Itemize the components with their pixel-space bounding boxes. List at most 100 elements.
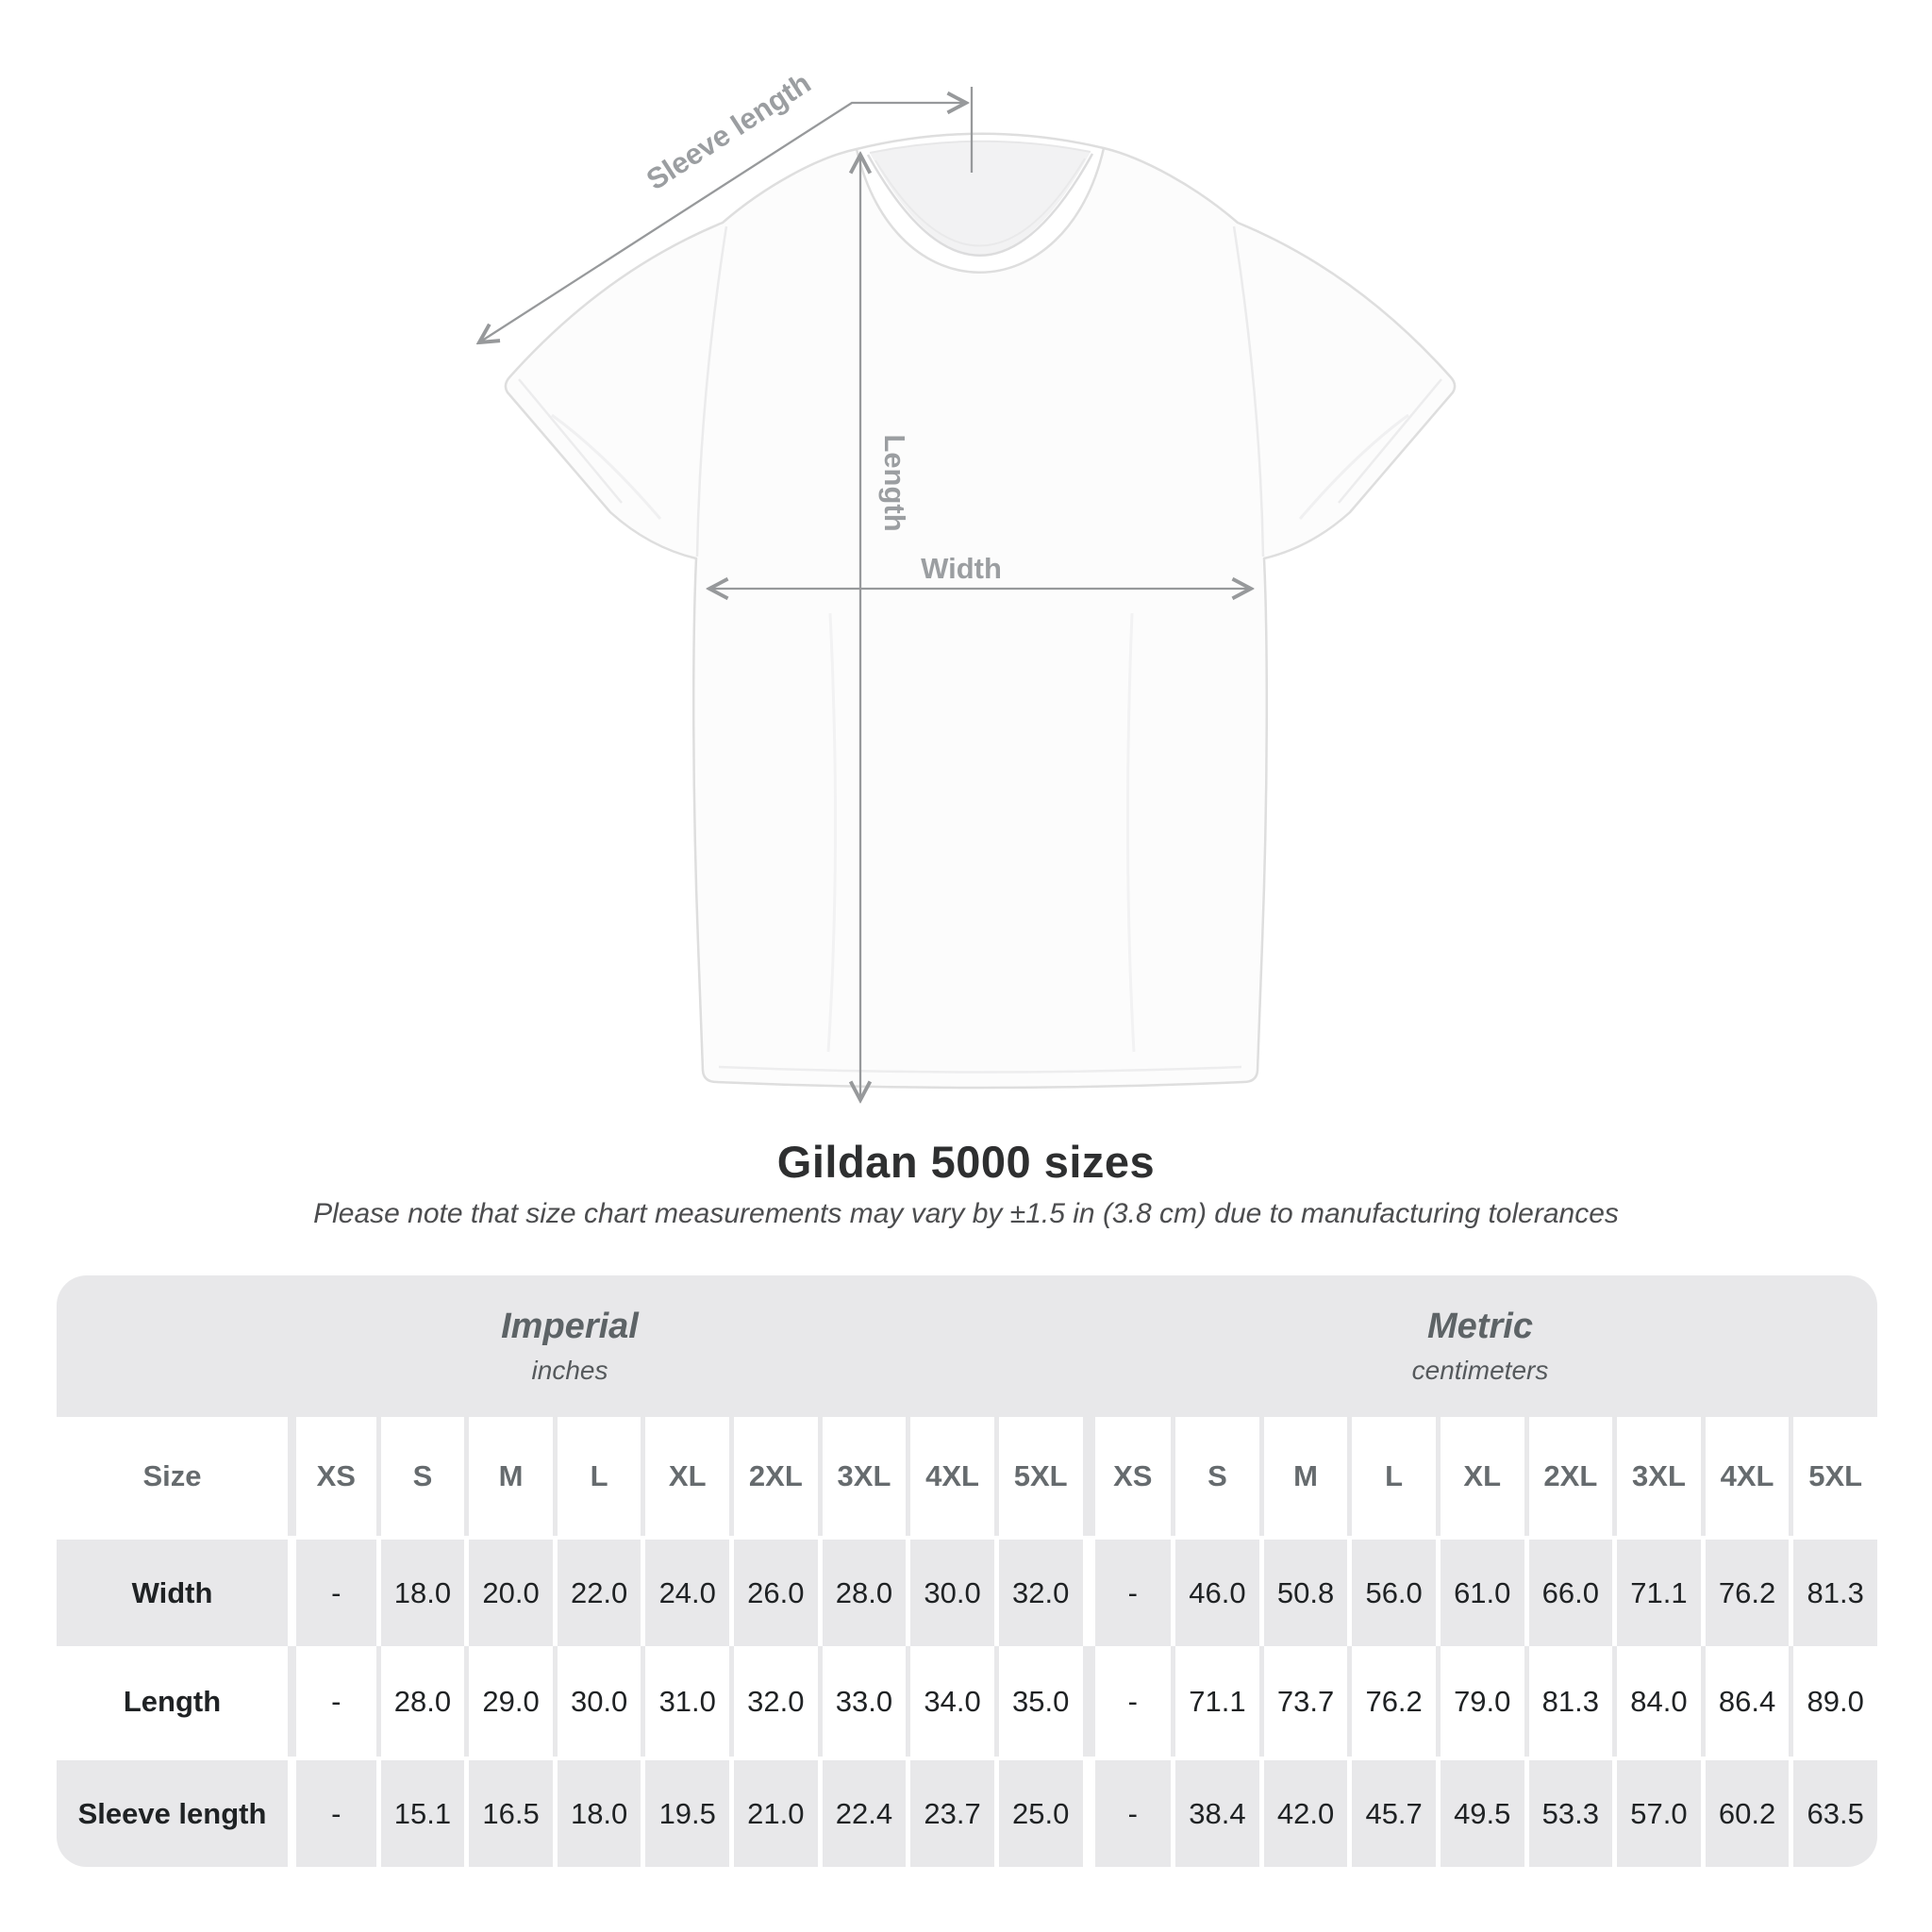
table-cell: 34.0 bbox=[906, 1646, 994, 1757]
unit-group-band: Imperial inches Metric centimeters bbox=[57, 1275, 1877, 1417]
table-cell: 28.0 bbox=[817, 1536, 907, 1646]
table-cell: 81.3 bbox=[1524, 1646, 1613, 1757]
imperial-unit: inches bbox=[531, 1356, 608, 1385]
table-cell: 31.0 bbox=[641, 1646, 730, 1757]
tshirt-illustration bbox=[504, 132, 1457, 1090]
column-header: 5XL bbox=[1789, 1417, 1877, 1536]
table-cell: 57.0 bbox=[1612, 1757, 1701, 1867]
table-cell: - bbox=[288, 1536, 376, 1646]
table-cell: 22.4 bbox=[817, 1757, 907, 1867]
column-header-size: Size bbox=[57, 1417, 288, 1536]
metric-unit: centimeters bbox=[1411, 1356, 1549, 1385]
table-cell: 81.3 bbox=[1789, 1536, 1877, 1646]
column-header: XS bbox=[288, 1417, 376, 1536]
column-header: 3XL bbox=[1612, 1417, 1701, 1536]
table-cell: 29.0 bbox=[464, 1646, 553, 1757]
table-cell: 23.7 bbox=[906, 1757, 994, 1867]
tshirt-measurement-diagram: Sleeve length Length Width bbox=[0, 66, 1457, 1132]
tshirt-body bbox=[504, 146, 1457, 1090]
column-header: XL bbox=[1435, 1417, 1524, 1536]
table-cell: 28.0 bbox=[375, 1646, 465, 1757]
table-cell: 19.5 bbox=[641, 1757, 730, 1867]
column-header: L bbox=[1347, 1417, 1436, 1536]
table-row-sleeve-length: Sleeve length - 15.1 16.5 18.0 19.5 21.0… bbox=[57, 1757, 1877, 1867]
column-header: 5XL bbox=[993, 1417, 1083, 1536]
column-header: S bbox=[375, 1417, 465, 1536]
imperial-label: Imperial bbox=[501, 1307, 639, 1346]
unit-group-imperial: Imperial inches bbox=[57, 1275, 1083, 1417]
table-cell: 71.1 bbox=[1612, 1536, 1701, 1646]
table-cell: 79.0 bbox=[1435, 1646, 1524, 1757]
table-cell: 18.0 bbox=[552, 1757, 641, 1867]
hem-seam bbox=[718, 1065, 1242, 1074]
table-cell: 32.0 bbox=[729, 1646, 818, 1757]
sleeve-length-arrow bbox=[479, 103, 966, 342]
table-cell: 86.4 bbox=[1700, 1646, 1790, 1757]
table-cell: 61.0 bbox=[1435, 1536, 1524, 1646]
table-cell: 35.0 bbox=[993, 1646, 1083, 1757]
table-cell: 42.0 bbox=[1258, 1757, 1348, 1867]
table-cell: 33.0 bbox=[817, 1646, 907, 1757]
table-cell: 30.0 bbox=[552, 1646, 641, 1757]
column-header: 3XL bbox=[817, 1417, 907, 1536]
table-cell: 89.0 bbox=[1789, 1646, 1877, 1757]
column-header: 4XL bbox=[1700, 1417, 1790, 1536]
table-cell: 76.2 bbox=[1700, 1536, 1790, 1646]
table-cell: 73.7 bbox=[1258, 1646, 1348, 1757]
table-cell: 46.0 bbox=[1171, 1536, 1259, 1646]
table-cell: 25.0 bbox=[993, 1757, 1083, 1867]
cuff-seam-left bbox=[518, 378, 623, 504]
column-header: XL bbox=[641, 1417, 730, 1536]
unit-group-metric: Metric centimeters bbox=[1083, 1275, 1877, 1417]
table-cell: 30.0 bbox=[906, 1536, 994, 1646]
wrinkle-right bbox=[1125, 612, 1136, 1053]
table-row-width: Width - 18.0 20.0 22.0 24.0 26.0 28.0 30… bbox=[57, 1536, 1877, 1646]
column-header: 2XL bbox=[1524, 1417, 1613, 1536]
column-header: 2XL bbox=[729, 1417, 818, 1536]
table-cell: 60.2 bbox=[1700, 1757, 1790, 1867]
column-header: XS bbox=[1082, 1417, 1172, 1536]
sleeve-seam-right bbox=[1232, 225, 1265, 558]
cuff-seam-right bbox=[1338, 378, 1442, 504]
table-cell: 21.0 bbox=[729, 1757, 818, 1867]
wrinkle-left bbox=[826, 612, 838, 1053]
row-label: Sleeve length bbox=[57, 1757, 288, 1867]
metric-label: Metric bbox=[1427, 1307, 1533, 1346]
table-cell: 22.0 bbox=[552, 1536, 641, 1646]
table-cell: 63.5 bbox=[1789, 1757, 1877, 1867]
table-cell: 76.2 bbox=[1347, 1646, 1436, 1757]
length-label: Length bbox=[878, 434, 911, 531]
column-header: M bbox=[464, 1417, 553, 1536]
dimension-annotations bbox=[479, 87, 1251, 1100]
table-cell: - bbox=[1082, 1646, 1172, 1757]
page-title: Gildan 5000 sizes bbox=[776, 1137, 1156, 1187]
column-header: M bbox=[1258, 1417, 1348, 1536]
table-cell: - bbox=[288, 1757, 376, 1867]
table-cell: 16.5 bbox=[464, 1757, 553, 1867]
table-cell: 53.3 bbox=[1524, 1757, 1613, 1867]
table-cell: 56.0 bbox=[1347, 1536, 1436, 1646]
table-cell: 66.0 bbox=[1524, 1536, 1613, 1646]
tolerance-note: Please note that size chart measurements… bbox=[313, 1198, 1619, 1229]
sleeve-shade-left bbox=[551, 413, 662, 520]
table-cell: - bbox=[288, 1646, 376, 1757]
table-cell: 38.4 bbox=[1171, 1757, 1259, 1867]
column-header: L bbox=[552, 1417, 641, 1536]
table-cell: 45.7 bbox=[1347, 1757, 1436, 1867]
sleeve-shade-right bbox=[1298, 413, 1409, 520]
table-cell: 20.0 bbox=[464, 1536, 553, 1646]
table-cell: - bbox=[1082, 1536, 1172, 1646]
table-cell: 50.8 bbox=[1258, 1536, 1348, 1646]
table-cell: 32.0 bbox=[993, 1536, 1083, 1646]
table-row-length: Length - 28.0 29.0 30.0 31.0 32.0 33.0 3… bbox=[57, 1646, 1877, 1757]
table-cell: 18.0 bbox=[375, 1536, 465, 1646]
column-header: 4XL bbox=[906, 1417, 994, 1536]
table-cell: 84.0 bbox=[1612, 1646, 1701, 1757]
width-label: Width bbox=[921, 552, 1002, 585]
size-header-row: Size XS S M L XL 2XL 3XL 4XL 5XL XS S M … bbox=[57, 1417, 1877, 1536]
table-cell: 15.1 bbox=[375, 1757, 465, 1867]
table-cell: 49.5 bbox=[1435, 1757, 1524, 1867]
column-header: S bbox=[1171, 1417, 1259, 1536]
table-cell: - bbox=[1082, 1757, 1172, 1867]
